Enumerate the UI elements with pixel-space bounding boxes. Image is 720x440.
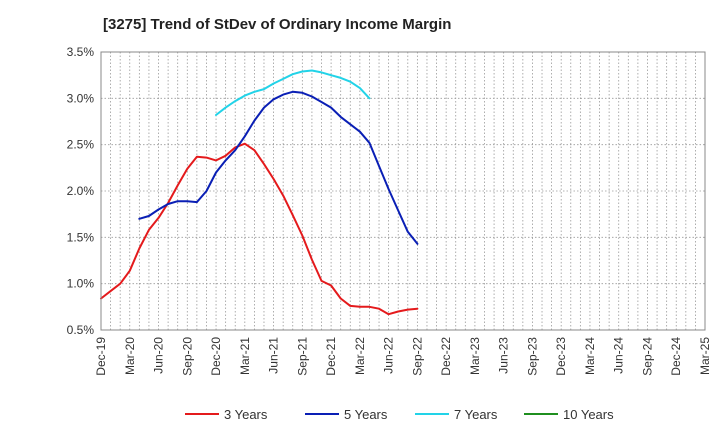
x-tick-label: Dec-19	[94, 337, 108, 376]
legend-label: 7 Years	[454, 407, 498, 422]
y-tick-label: 0.5%	[67, 323, 95, 337]
y-tick-label: 2.0%	[67, 184, 95, 198]
y-tick-label: 1.0%	[67, 277, 95, 291]
x-tick-label: Sep-24	[640, 337, 654, 376]
x-tick-label: Jun-20	[152, 337, 166, 374]
grid	[101, 52, 705, 330]
legend-label: 5 Years	[344, 407, 388, 422]
y-tick-label: 3.5%	[67, 45, 95, 59]
y-tick-label: 2.5%	[67, 138, 95, 152]
legend-label: 3 Years	[224, 407, 268, 422]
x-tick-label: Dec-21	[324, 337, 338, 376]
x-tick-label: Mar-25	[698, 337, 712, 375]
x-tick-label: Dec-23	[554, 337, 568, 376]
series-lines	[100, 69, 419, 316]
plot-area	[100, 51, 706, 331]
x-tick-label: Mar-24	[583, 337, 597, 375]
y-tick-label: 1.5%	[67, 230, 95, 244]
x-tick-label: Dec-22	[439, 337, 453, 376]
x-tick-label: Dec-24	[669, 337, 683, 376]
y-tick-label: 3.0%	[67, 91, 95, 105]
legend-label: 10 Years	[563, 407, 614, 422]
x-tick-label: Sep-23	[525, 337, 539, 376]
legend: 3 Years 5 Years 7 Years 10 Years	[185, 407, 614, 422]
x-tick-label: Sep-21	[295, 337, 309, 376]
x-tick-label: Dec-20	[209, 337, 223, 376]
x-tick-label: Mar-22	[353, 337, 367, 375]
x-tick-label: Sep-22	[410, 337, 424, 376]
x-tick-label: Mar-23	[468, 337, 482, 375]
x-tick-label: Jun-21	[267, 337, 281, 374]
x-tick-label: Sep-20	[180, 337, 194, 376]
series-line-7-years	[215, 69, 371, 116]
x-tick-label: Jun-23	[497, 337, 511, 374]
series-line-5-years	[138, 90, 419, 245]
series-line-3-years	[100, 142, 419, 316]
x-tick-label: Mar-20	[123, 337, 137, 375]
x-tick-label: Mar-21	[238, 337, 252, 375]
chart-title: [3275] Trend of StDev of Ordinary Income…	[103, 16, 451, 33]
x-tick-label: Jun-24	[612, 337, 626, 374]
x-tick-label: Jun-22	[382, 337, 396, 374]
x-axis-ticks: Dec-19 Mar-20 Jun-20 Sep-20 Dec-20 Mar-21 Jun-…	[94, 337, 712, 376]
y-axis-ticks: 0.5% 1.0% 1.5% 2.0% 2.5% 3.0% 3.5%	[67, 45, 95, 337]
